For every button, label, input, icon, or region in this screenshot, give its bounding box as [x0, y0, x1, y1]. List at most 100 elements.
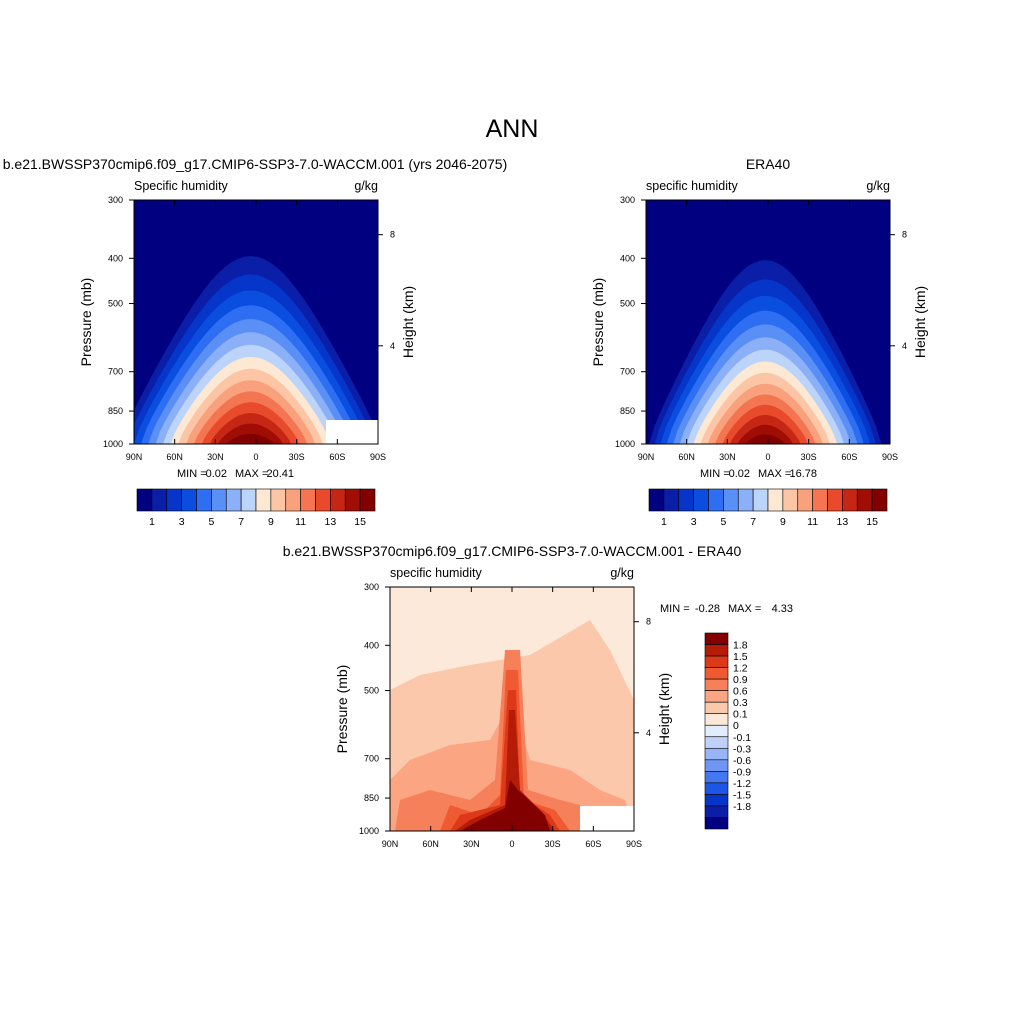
colorbar-label: 3 [691, 516, 697, 528]
x-tick-label: 60N [678, 452, 695, 462]
colorbar-swatch [704, 690, 729, 703]
x-tick-label: 90S [626, 839, 642, 849]
panel-obs-min-value: 0.02 [729, 468, 750, 480]
colorbar-swatch [359, 488, 376, 512]
colorbar-label: 5 [208, 516, 214, 528]
panel-model-min-value: 0.02 [206, 468, 227, 480]
panel-model-max-value: 20.41 [266, 468, 294, 480]
panel-model-minmax: MIN = 0.02 MAX = 20.41 [177, 468, 294, 480]
colorbar-swatch [704, 701, 729, 715]
colorbar-swatch [708, 488, 724, 512]
colorbar-swatch [240, 488, 257, 512]
panel-obs-ticks: 90N 60N 30N 0 30S 60S 90S 300 400 500 700 850 1000 8 4 [615, 195, 907, 462]
colorbar-swatch [196, 488, 212, 512]
x-tick-label: 90N [126, 452, 143, 462]
colorbar-label: 13 [325, 516, 337, 528]
y-right-tick-label: 8 [390, 230, 395, 240]
colorbar-swatch [812, 488, 828, 512]
colorbar-swatch [693, 488, 709, 512]
panel-obs-header: ERA40 [746, 156, 791, 172]
colorbar-swatch [704, 817, 729, 830]
panel-diff: b.e21.BWSSP370cmip6.f09_g17.CMIP6-SSP3-7… [283, 543, 793, 849]
y-tick-label: 500 [108, 299, 123, 309]
y-tick-label: 400 [620, 253, 635, 263]
panel-diff-missing-region [580, 806, 634, 831]
colorbar-label: 1 [149, 516, 155, 528]
figure-title: ANN [486, 115, 539, 143]
colorbar-label: -1.2 [733, 778, 751, 790]
colorbar-label: 1.8 [733, 640, 748, 652]
colorbar-swatch [704, 747, 729, 761]
panel-model-variable-label: Specific humidity [134, 179, 229, 193]
x-tick-label: 90N [638, 452, 655, 462]
colorbar-swatch [704, 805, 729, 818]
y-right-tick-label: 8 [902, 230, 907, 240]
x-tick-label: 60N [422, 839, 439, 849]
colorbar-swatch [704, 724, 729, 738]
y-tick-label: 1000 [103, 439, 123, 449]
panel-obs-max-label: MAX = [758, 468, 791, 480]
colorbar-label: 0 [733, 720, 739, 732]
x-tick-label: 0 [765, 452, 770, 462]
y-right-tick-label: 4 [902, 341, 907, 351]
colorbar-label: -0.6 [733, 755, 751, 767]
colorbar-label: 1.5 [733, 651, 748, 663]
colorbar-swatch [704, 667, 729, 680]
panel-diff-minmax: MIN = -0.28 MAX = 4.33 [660, 603, 793, 615]
x-tick-label: 60S [585, 839, 601, 849]
contour-band-15 [226, 433, 275, 444]
y-tick-label: 300 [108, 195, 123, 205]
panel-model-header: b.e21.BWSSP370cmip6.f09_g17.CMIP6-SSP3-7… [3, 156, 508, 172]
panel-diff-ylabel: Pressure (mb) [334, 665, 350, 754]
x-tick-label: 60S [329, 452, 345, 462]
colorbar-swatch [166, 488, 182, 512]
colorbar-label: 0.3 [733, 697, 748, 709]
diff-band-6 [455, 710, 555, 831]
panel-obs: ERA40 specific humidity g/kg 90N 60N 30N 0 3… [590, 156, 928, 528]
panel-obs-ylabel: Pressure (mb) [590, 278, 606, 367]
panel-model-missing-region [326, 420, 378, 444]
colorbar-swatch [678, 488, 694, 512]
colorbar-label: 9 [268, 516, 274, 528]
diff-band-5 [450, 690, 560, 831]
x-tick-label: 60S [841, 452, 857, 462]
colorbar-swatch [136, 488, 153, 512]
x-tick-label: 0 [253, 452, 258, 462]
colorbar-swatch [663, 488, 680, 512]
panel-diff-header: b.e21.BWSSP370cmip6.f09_g17.CMIP6-SSP3-7… [283, 543, 742, 559]
y-tick-label: 700 [108, 367, 123, 377]
panel-diff-variable-label: specific humidity [390, 566, 482, 580]
colorbar-swatch [255, 488, 272, 512]
colorbar-swatch [225, 488, 242, 512]
panel-diff-ticks: 90N 60N 30N 0 30S 60S 90S 300 400 500 700 850 1000 8 4 [359, 582, 651, 849]
colorbar-swatch [181, 488, 197, 512]
panel-obs-variable-label: specific humidity [646, 179, 738, 193]
y-right-tick-label: 8 [646, 617, 651, 627]
panel-obs-ylabel-right: Height (km) [912, 286, 928, 358]
colorbar-label: -1.5 [733, 789, 751, 801]
panel-obs-max-value: 16.78 [789, 468, 817, 480]
colorbar-label: 15 [866, 516, 878, 528]
panel-model-ylabel-right: Height (km) [400, 286, 416, 358]
panel-model-colorbar: 1 3 5 7 9 11 13 15 [136, 488, 376, 528]
colorbar-swatch [704, 794, 729, 807]
y-tick-label: 300 [620, 195, 635, 205]
panel-obs-minmax: MIN = 0.02 MAX = 16.78 [700, 468, 817, 480]
panel-diff-min-value: -0.28 [695, 603, 720, 615]
colorbar-swatch [704, 632, 729, 645]
panel-model-contours [134, 200, 378, 444]
panel-diff-ylabel-right: Height (km) [656, 673, 672, 745]
panel-diff-max-label: MAX = [728, 603, 761, 615]
colorbar-swatch [767, 488, 784, 512]
y-tick-label: 500 [364, 686, 379, 696]
colorbar-label: 15 [354, 516, 366, 528]
colorbar-label: 0.1 [733, 709, 748, 721]
colorbar-label: -0.1 [733, 732, 751, 744]
y-right-tick-label: 4 [390, 341, 395, 351]
colorbar-swatch [270, 488, 287, 512]
colorbar-swatch [782, 488, 799, 512]
colorbar-label: 7 [238, 516, 244, 528]
panel-obs-units-label: g/kg [866, 179, 890, 193]
colorbar-label: -0.3 [733, 743, 751, 755]
colorbar-swatch [704, 759, 729, 772]
